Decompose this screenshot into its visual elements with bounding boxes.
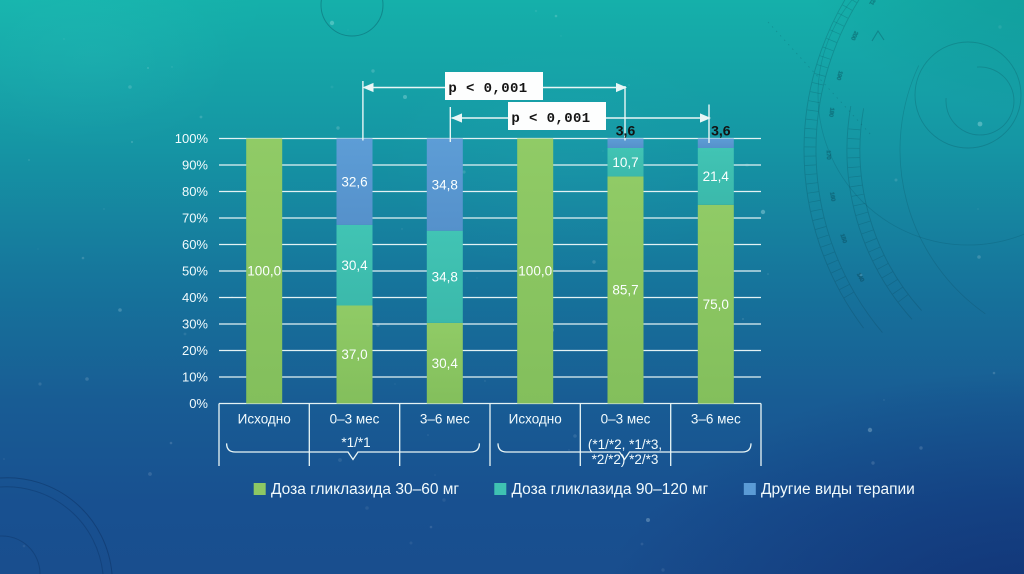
svg-text:70%: 70%	[182, 211, 208, 226]
svg-text:10,7: 10,7	[612, 155, 638, 170]
svg-text:Другие виды терапии: Другие виды терапии	[761, 481, 915, 498]
svg-text:100,0: 100,0	[518, 264, 552, 279]
svg-text:Исходно: Исходно	[238, 412, 291, 427]
svg-text:200: 200	[849, 30, 858, 41]
svg-text:60%: 60%	[182, 237, 208, 252]
svg-text:3–6 мес: 3–6 мес	[420, 412, 470, 427]
svg-text:50%: 50%	[182, 264, 208, 279]
svg-text:p < 0,001: p < 0,001	[511, 111, 590, 127]
svg-text:85,7: 85,7	[612, 283, 638, 298]
svg-text:140: 140	[855, 272, 865, 283]
svg-text:170: 170	[825, 150, 831, 159]
svg-text:37,0: 37,0	[341, 347, 367, 362]
svg-text:3–6 мес: 3–6 мес	[691, 412, 741, 427]
svg-text:34,8: 34,8	[432, 270, 458, 285]
svg-text:20%: 20%	[182, 343, 208, 358]
svg-text:100,0: 100,0	[247, 264, 281, 279]
svg-text:90%: 90%	[182, 158, 208, 173]
svg-text:30%: 30%	[182, 317, 208, 332]
svg-text:3,6: 3,6	[711, 123, 731, 139]
svg-text:21,4: 21,4	[703, 169, 730, 184]
svg-text:180: 180	[827, 107, 834, 117]
svg-text:100%: 100%	[175, 131, 209, 146]
svg-text:30,4: 30,4	[432, 356, 459, 371]
svg-text:Доза гликлазида 30–60 мг: Доза гликлазида 30–60 мг	[271, 481, 459, 498]
svg-text:0%: 0%	[189, 396, 208, 411]
svg-text:30,4: 30,4	[341, 258, 368, 273]
svg-text:*2/*2) *2/*3: *2/*2) *2/*3	[592, 452, 659, 467]
svg-text:3,6: 3,6	[616, 123, 636, 139]
svg-text:21: 21	[868, 0, 876, 6]
svg-text:Доза гликлазида 90–120 мг: Доза гликлазида 90–120 мг	[512, 481, 709, 498]
svg-text:160: 160	[828, 192, 836, 202]
svg-text:40%: 40%	[182, 290, 208, 305]
svg-text:32,6: 32,6	[341, 174, 367, 189]
svg-text:Исходно: Исходно	[509, 412, 562, 427]
svg-text:190: 190	[835, 70, 843, 80]
svg-text:*1/*1: *1/*1	[341, 435, 370, 450]
svg-text:34,8: 34,8	[432, 177, 458, 192]
svg-text:0–3 мес: 0–3 мес	[330, 412, 380, 427]
svg-text:75,0: 75,0	[703, 297, 729, 312]
svg-text:p < 0,001: p < 0,001	[448, 81, 527, 97]
svg-text:0–3 мес: 0–3 мес	[601, 412, 651, 427]
svg-text:80%: 80%	[182, 184, 208, 199]
svg-text:150: 150	[839, 233, 848, 244]
svg-text:(*1/*2, *1/*3,: (*1/*2, *1/*3,	[588, 437, 662, 452]
svg-text:10%: 10%	[182, 370, 208, 385]
